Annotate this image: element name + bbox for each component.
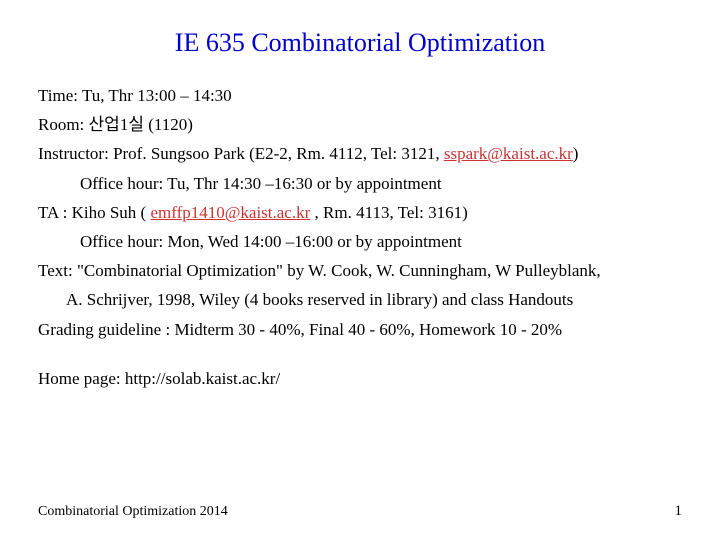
ta-office-line: Office hour: Mon, Wed 14:00 –16:00 or by…	[38, 228, 682, 255]
homepage-line: Home page: http://solab.kaist.ac.kr/	[38, 365, 682, 392]
instructor-suffix: )	[573, 144, 579, 163]
time-line: Time: Tu, Thr 13:00 – 14:30	[38, 82, 682, 109]
page-number: 1	[675, 503, 683, 520]
footer-left: Combinatorial Optimization 2014	[38, 504, 228, 520]
ta-email[interactable]: emffp1410@kaist.ac.kr	[150, 203, 310, 222]
ta-line: TA : Kiho Suh ( emffp1410@kaist.ac.kr , …	[38, 199, 682, 226]
page-title: IE 635 Combinatorial Optimization	[38, 28, 682, 58]
grading-line: Grading guideline : Midterm 30 - 40%, Fi…	[38, 316, 682, 343]
room-line: Room: 산업1실 (1120)	[38, 111, 682, 138]
instructor-email[interactable]: sspark@kaist.ac.kr	[444, 144, 573, 163]
content-body: Time: Tu, Thr 13:00 – 14:30 Room: 산업1실 (…	[38, 82, 682, 392]
text-line-1: Text: "Combinatorial Optimization" by W.…	[38, 257, 682, 284]
instructor-office-line: Office hour: Tu, Thr 14:30 –16:30 or by …	[38, 170, 682, 197]
text-line-2: A. Schrijver, 1998, Wiley (4 books reser…	[38, 286, 682, 313]
ta-prefix: TA : Kiho Suh (	[38, 203, 150, 222]
instructor-text: Instructor: Prof. Sungsoo Park (E2-2, Rm…	[38, 144, 444, 163]
footer: Combinatorial Optimization 2014 1	[38, 503, 682, 520]
instructor-line: Instructor: Prof. Sungsoo Park (E2-2, Rm…	[38, 140, 682, 167]
ta-suffix: , Rm. 4113, Tel: 3161)	[310, 203, 467, 222]
